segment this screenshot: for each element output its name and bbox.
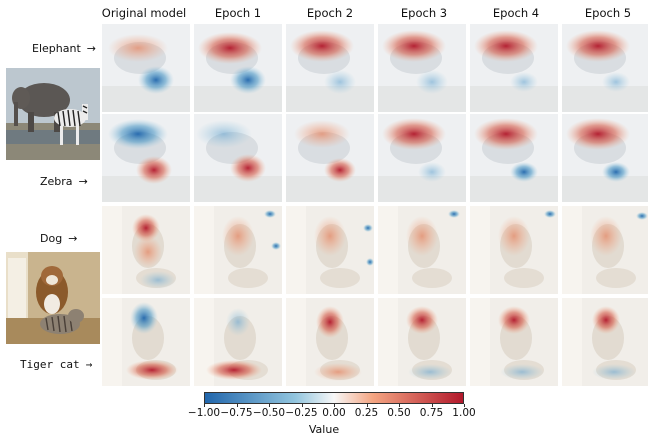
row-label-text: Dog	[40, 232, 63, 245]
heatmap-row-tiger-cat	[102, 298, 648, 386]
colorbar-tick-label: −0.75	[220, 407, 253, 419]
column-header-epoch-2: Epoch 2	[306, 6, 354, 20]
colorbar-tick-mark	[301, 404, 303, 407]
column-divider	[376, 28, 378, 390]
colorbar-tick-mark	[204, 404, 205, 407]
colorbar-tick-mark	[464, 404, 465, 407]
column-header-epoch-5: Epoch 5	[584, 6, 632, 20]
row-label-text: Tiger cat	[20, 358, 80, 371]
colorbar	[204, 392, 464, 404]
row-label-zebra: Zebra →	[40, 175, 88, 188]
heatmap-row-dog	[102, 206, 648, 294]
colorbar-tick-label: −0.25	[285, 407, 318, 419]
colorbar-tick-mark	[431, 404, 433, 407]
column-header-epoch-1: Epoch 1	[214, 6, 262, 20]
colorbar-tick-label: 0.50	[387, 407, 411, 419]
colorbar-tick-label: 0.25	[354, 407, 379, 419]
colorbar-tick-mark	[236, 404, 238, 407]
heatmap-row-zebra	[102, 114, 648, 202]
colorbar-title: Value	[308, 423, 340, 436]
dog-cat-photo	[6, 252, 100, 344]
arrow-icon: →	[86, 42, 96, 55]
heatmap-row-elephant	[102, 24, 648, 112]
colorbar-tick-label: 1.00	[452, 407, 476, 419]
colorbar-tick-label: 0.00	[322, 407, 346, 419]
row-label-text: Zebra	[40, 175, 73, 188]
row-label-tiger-cat: Tiger cat →	[20, 358, 92, 371]
colorbar-ticks: −1.00 −0.75 −0.50 −0.25 0.00 0.25 0.50 0.75 1.00	[188, 404, 476, 421]
column-header-original: Original model	[101, 6, 187, 20]
colorbar-tick-label: −0.50	[252, 407, 286, 419]
arrow-icon: →	[68, 232, 78, 245]
arrow-icon: →	[78, 175, 88, 188]
colorbar-tick-mark	[334, 404, 335, 407]
colorbar-tick-label: −1.00	[187, 407, 221, 419]
column-header-epoch-4: Epoch 4	[492, 6, 540, 20]
colorbar-tick-mark	[366, 404, 368, 407]
arrow-icon: →	[85, 358, 93, 371]
row-label-text: Elephant	[32, 42, 81, 55]
colorbar-tick-mark	[399, 404, 400, 407]
column-header-epoch-3: Epoch 3	[400, 6, 448, 20]
colorbar-tick-label: 0.75	[419, 407, 444, 419]
colorbar-tick-mark	[269, 404, 270, 407]
elephant-zebra-photo	[6, 68, 100, 160]
row-label-dog: Dog →	[40, 232, 77, 245]
row-label-elephant: Elephant →	[32, 42, 96, 55]
